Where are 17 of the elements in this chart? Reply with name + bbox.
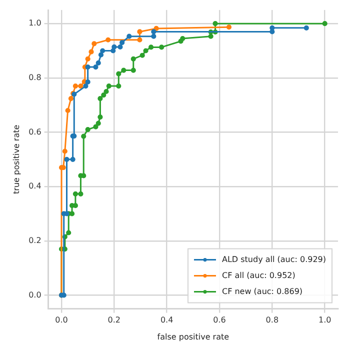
- y-tick-label: 0.2: [28, 236, 42, 245]
- y-tick-label: 0.6: [28, 127, 42, 136]
- y-axis-title: true positive rate: [12, 124, 21, 194]
- x-tick-label: 0.8: [266, 316, 279, 325]
- y-tick-label: 0.8: [28, 72, 42, 82]
- legend-label: CF all (auc: 0.952): [222, 270, 296, 280]
- x-axis-title: false positive rate: [157, 332, 230, 342]
- y-tick-label: 0.4: [28, 182, 42, 191]
- x-tick-label: 0.0: [55, 316, 68, 325]
- x-tick-label: 0.4: [160, 316, 174, 325]
- y-tick-label: 0.0: [28, 290, 42, 300]
- x-tick-label: 0.2: [108, 316, 121, 325]
- legend-label: CF new (auc: 0.869): [222, 286, 303, 296]
- y-tick-label: 1.0: [28, 18, 42, 28]
- x-tick-label: 0.6: [213, 316, 226, 325]
- x-tick-label: 1.0: [318, 316, 332, 325]
- legend-label: ALD study all (auc: 0.929): [222, 254, 326, 264]
